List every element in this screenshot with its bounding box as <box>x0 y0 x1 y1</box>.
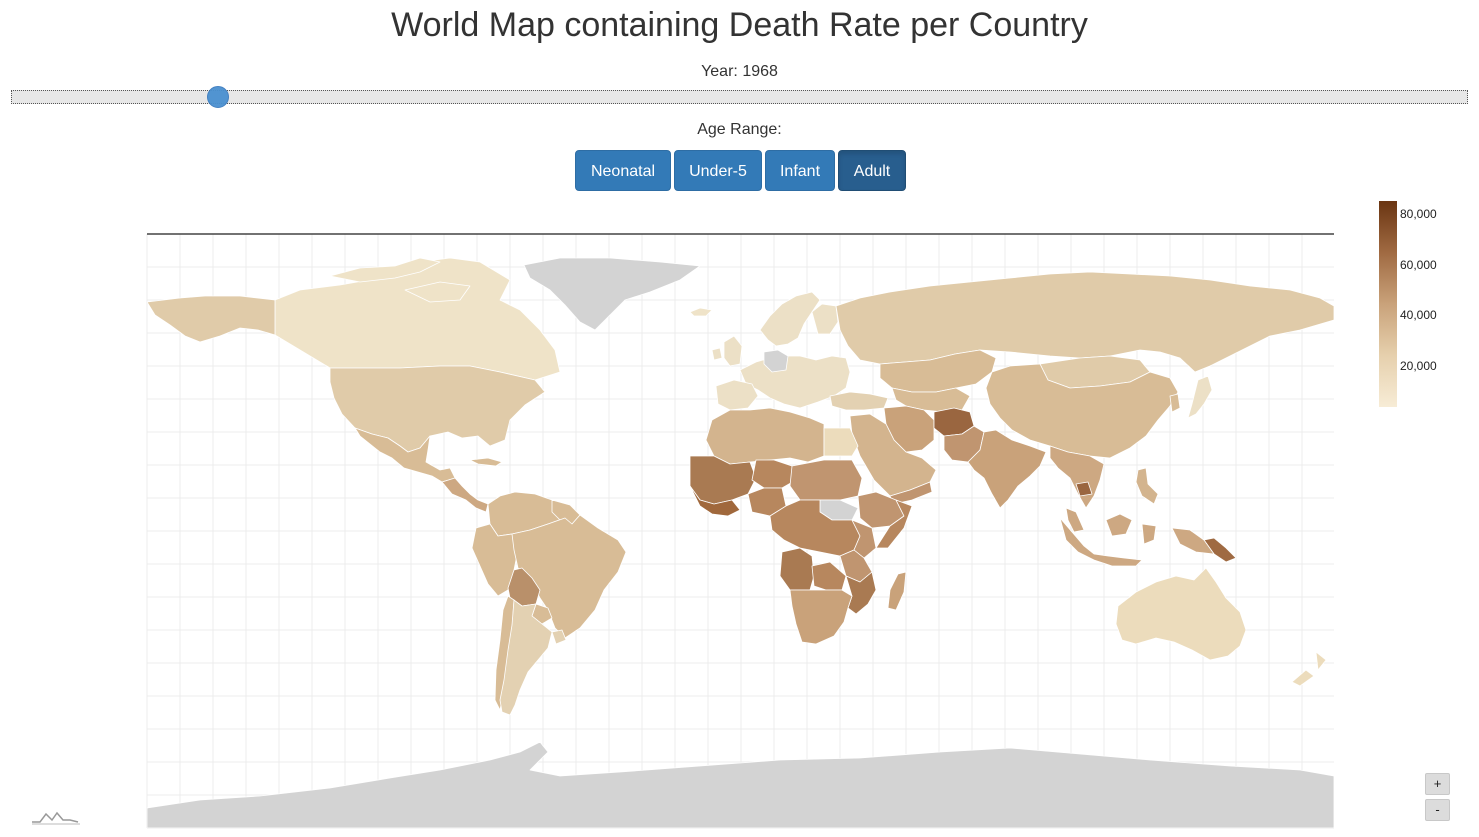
under-5-button[interactable]: Under-5 <box>674 150 762 191</box>
year-slider-thumb[interactable] <box>206 86 229 108</box>
country-canada-islands[interactable] <box>329 257 471 303</box>
country-new-guinea-west[interactable] <box>1171 527 1215 555</box>
country-russia[interactable] <box>835 271 1334 373</box>
legend-tick: 20,000 <box>1400 359 1437 373</box>
country-ireland[interactable] <box>711 347 723 361</box>
country-usa[interactable] <box>329 365 546 453</box>
map-logo-icon <box>32 811 80 825</box>
country-canada[interactable] <box>274 257 561 381</box>
country-uk[interactable] <box>723 335 743 367</box>
country-malaysia[interactable] <box>1065 507 1085 533</box>
neonatal-button[interactable]: Neonatal <box>575 150 671 191</box>
legend-tick: 80,000 <box>1400 207 1437 221</box>
year-display: Year: 1968 <box>0 63 1479 81</box>
country-germany[interactable] <box>763 349 789 373</box>
page-title: World Map containing Death Rate per Coun… <box>391 6 1088 44</box>
country-cambodia[interactable] <box>1075 481 1093 497</box>
country-madagascar[interactable] <box>887 571 907 611</box>
legend-tick: 60,000 <box>1400 258 1437 272</box>
infant-button[interactable]: Infant <box>765 150 835 191</box>
country-north-africa[interactable] <box>705 407 825 465</box>
age-range-label: Age Range: <box>697 121 782 138</box>
country-arabia[interactable] <box>849 413 937 497</box>
country-argentina[interactable] <box>499 599 553 716</box>
country-chad-sudan[interactable] <box>789 459 863 501</box>
country-finland[interactable] <box>811 303 839 335</box>
zoom-in-button[interactable]: + <box>1425 773 1450 795</box>
country-uruguay[interactable] <box>551 629 567 645</box>
country-mexico[interactable] <box>354 427 456 483</box>
country-west-africa-coast[interactable] <box>689 485 741 517</box>
legend-tick: 40,000 <box>1400 308 1437 322</box>
country-india[interactable] <box>967 429 1047 509</box>
country-antarctica[interactable] <box>147 741 1334 828</box>
country-spain-portugal[interactable] <box>715 379 759 411</box>
zoom-out-button[interactable]: - <box>1425 799 1450 821</box>
country-central-america[interactable] <box>441 477 489 513</box>
country-philippines[interactable] <box>1135 467 1159 505</box>
adult-button[interactable]: Adult <box>838 150 906 191</box>
country-turkey[interactable] <box>829 391 889 411</box>
country-southern-africa[interactable] <box>789 589 853 645</box>
country-korea[interactable] <box>1169 393 1181 413</box>
country-china[interactable] <box>985 363 1179 459</box>
year-value: 1968 <box>742 63 778 80</box>
country-somalia[interactable] <box>875 499 913 549</box>
country-indonesia[interactable] <box>1059 513 1157 567</box>
country-new-zealand[interactable] <box>1291 651 1327 687</box>
country-usa-alaska[interactable] <box>147 295 276 343</box>
year-label: Year: <box>701 63 738 80</box>
year-slider-track[interactable] <box>11 90 1468 104</box>
country-egypt[interactable] <box>823 427 859 457</box>
country-japan[interactable] <box>1187 375 1213 419</box>
country-angola[interactable] <box>779 547 815 591</box>
country-greenland[interactable] <box>523 257 701 331</box>
country-cuba[interactable] <box>469 457 503 467</box>
legend-color-ramp <box>1379 201 1397 407</box>
country-zambia[interactable] <box>811 561 847 591</box>
country-mali-mauritania[interactable] <box>689 455 757 505</box>
country-iceland[interactable] <box>689 307 713 317</box>
country-niger[interactable] <box>751 459 797 489</box>
country-australia[interactable] <box>1115 567 1247 661</box>
